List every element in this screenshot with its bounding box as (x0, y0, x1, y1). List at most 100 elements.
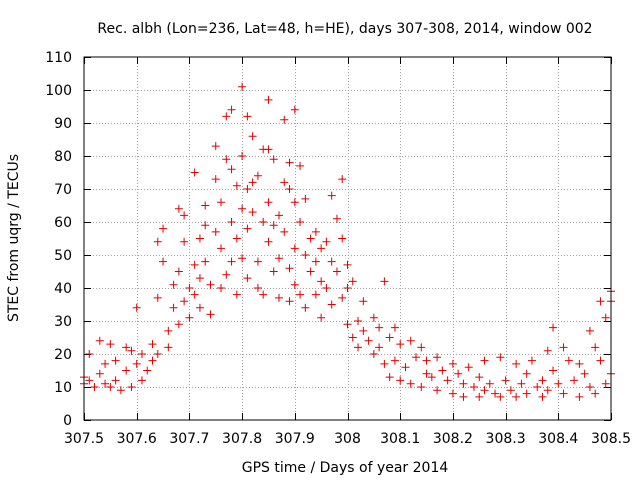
data-point (285, 297, 294, 306)
data-point (527, 356, 536, 365)
data-point (438, 366, 447, 375)
data-point (448, 359, 457, 368)
data-point (195, 303, 204, 312)
data-point (280, 115, 289, 124)
data-point (137, 350, 146, 358)
data-point (243, 112, 252, 121)
data-point (317, 313, 326, 322)
data-point (238, 204, 247, 213)
data-point (406, 336, 415, 345)
data-point (195, 234, 204, 243)
data-point (301, 194, 310, 203)
data-point (290, 280, 299, 289)
data-point (538, 392, 547, 401)
data-point (201, 221, 210, 230)
data-point (543, 386, 552, 395)
data-point (343, 320, 352, 329)
data-point (206, 280, 215, 289)
data-point (95, 336, 104, 345)
data-point (427, 373, 436, 382)
data-point (174, 204, 183, 213)
data-point (290, 198, 299, 207)
data-point (322, 237, 331, 246)
data-point (116, 386, 125, 395)
data-point (101, 379, 110, 388)
data-point (332, 267, 341, 276)
data-point (180, 237, 189, 246)
data-point (253, 284, 262, 292)
data-point (354, 343, 363, 352)
data-point (448, 389, 457, 398)
data-point (559, 389, 568, 398)
data-point (201, 257, 210, 266)
data-point (343, 260, 352, 269)
data-point (327, 300, 336, 309)
data-point (285, 185, 294, 193)
data-point (543, 346, 552, 355)
data-point (422, 356, 431, 365)
data-point (259, 218, 268, 226)
y-tick-label: 80 (54, 149, 72, 165)
data-point (369, 350, 378, 358)
data-point (122, 366, 131, 375)
data-point (143, 366, 152, 375)
data-point (559, 343, 568, 352)
data-point (522, 389, 531, 398)
y-tick-label: 20 (54, 347, 72, 363)
data-point (564, 356, 573, 365)
x-tick-label: 308.3 (486, 431, 526, 447)
data-point (164, 343, 173, 352)
data-point (127, 383, 136, 391)
data-point (248, 178, 257, 187)
data-point (538, 376, 547, 385)
data-point (264, 95, 273, 104)
data-point (101, 359, 110, 368)
data-point (217, 198, 226, 207)
data-point (454, 369, 463, 378)
x-tick-label: 308.4 (538, 431, 578, 447)
data-point (243, 224, 252, 233)
data-point (148, 356, 157, 365)
data-point (575, 392, 584, 401)
data-point (601, 379, 610, 388)
data-point (164, 326, 173, 335)
data-point (169, 280, 178, 289)
data-point (169, 303, 178, 312)
data-point (185, 313, 194, 322)
data-point (238, 82, 247, 91)
data-point (253, 171, 262, 180)
data-point (238, 254, 247, 263)
data-point (591, 343, 600, 352)
data-point (369, 313, 378, 322)
x-tick-label: 308.1 (380, 431, 420, 447)
data-point (248, 132, 257, 141)
x-tick-label: 308.2 (433, 431, 473, 447)
data-point (227, 105, 236, 114)
data-point (290, 105, 299, 114)
data-point (549, 323, 558, 332)
data-point (111, 356, 120, 365)
data-point (274, 211, 283, 220)
data-point (174, 320, 183, 329)
data-point (375, 323, 384, 332)
data-point (512, 359, 521, 368)
x-tick-label: 307.9 (275, 431, 315, 447)
data-point (290, 244, 299, 253)
data-point (106, 340, 115, 349)
data-point (406, 379, 415, 388)
data-point (311, 290, 320, 299)
data-point (385, 333, 394, 342)
data-point (485, 379, 494, 388)
data-point (227, 257, 236, 266)
data-point (148, 340, 157, 349)
data-point (85, 376, 94, 385)
tick-labels: 307.5 307.6 307.7 307.8 307.9 308 308.1 308.2 30… (45, 50, 631, 447)
data-point (190, 260, 199, 269)
data-point (601, 313, 610, 322)
data-point (332, 214, 341, 223)
data-point (306, 234, 315, 243)
data-point (174, 267, 183, 276)
data-points (80, 82, 615, 401)
